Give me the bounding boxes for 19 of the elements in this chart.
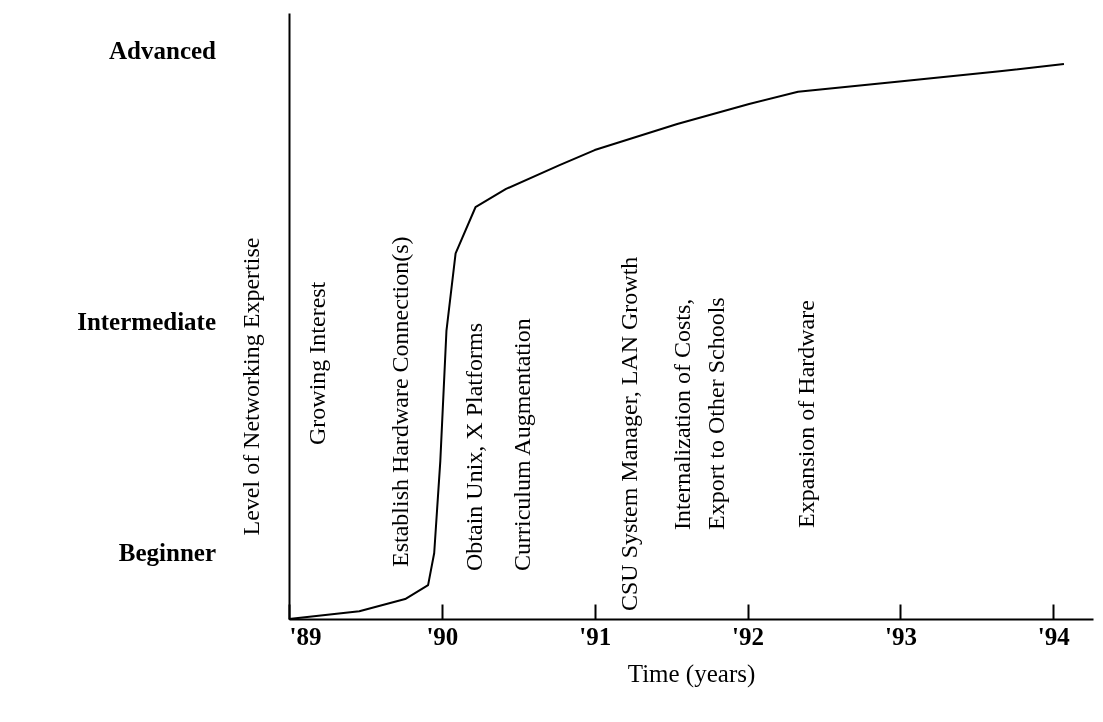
annotation: Internalization of Costs, (669, 298, 695, 530)
annotation: Expansion of Hardware (793, 300, 819, 528)
text: Advanced (109, 37, 217, 64)
annotation: Obtain Unix, X Platforms (461, 323, 487, 571)
x-axis-title: Time (years) (627, 659, 756, 688)
x-tick-label: '92 (732, 622, 765, 650)
x-tick-label: '90 (426, 622, 459, 650)
annotation: Export to Other Schools (703, 297, 729, 530)
text: Beginner (118, 539, 216, 566)
x-tick-label: '94 (1037, 622, 1071, 650)
x-tick-label: '93 (884, 622, 917, 650)
annotation: Growing Interest (304, 281, 330, 445)
annotation: Curriculum Augmentation (509, 318, 535, 571)
y-axis-title: Level of Networking Expertise (237, 237, 264, 536)
text: Intermediate (77, 308, 216, 335)
annotation: CSU System Manager, LAN Growth (616, 256, 642, 611)
x-tick-label: '91 (579, 622, 612, 650)
annotation: Establish Hardware Connection(s) (387, 236, 413, 567)
x-tick-label: '89 (289, 622, 322, 650)
